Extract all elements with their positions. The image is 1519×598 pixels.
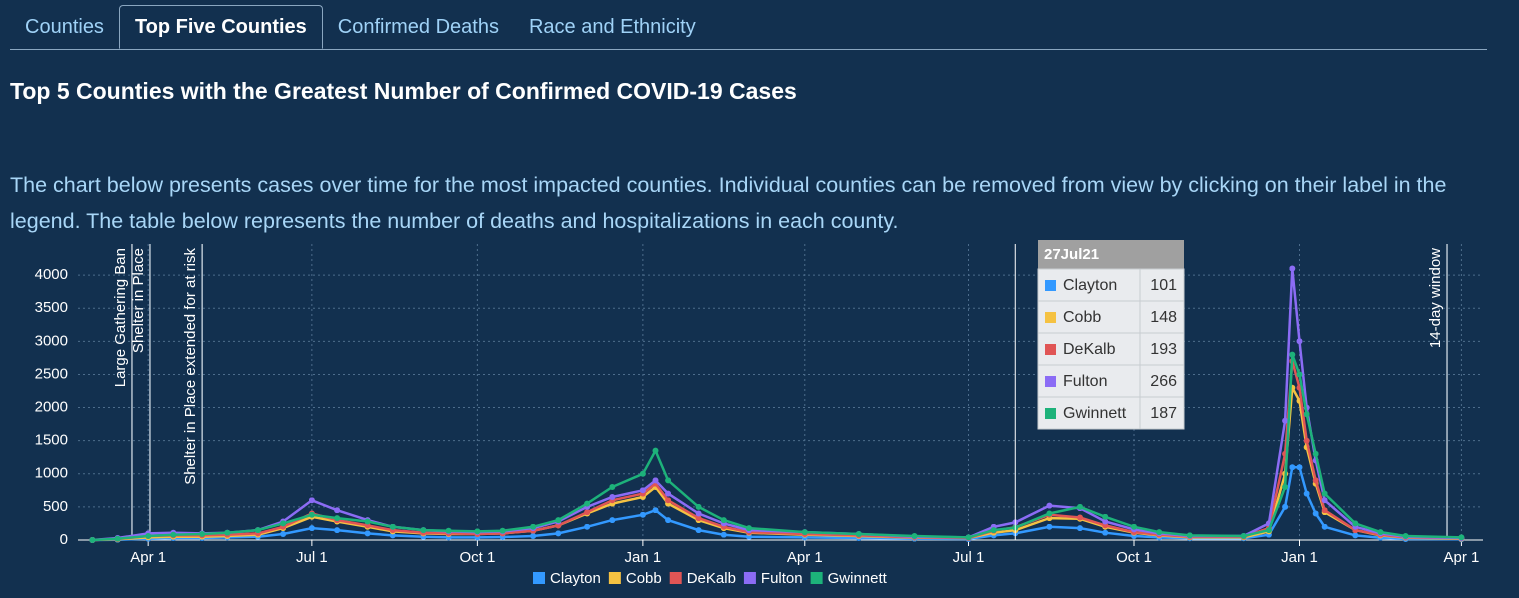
legend-item[interactable]: Cobb xyxy=(608,570,662,587)
legend-label: Gwinnett xyxy=(828,570,888,587)
series-line xyxy=(89,383,1465,543)
tooltip-swatch xyxy=(1045,408,1056,419)
legend-label: Cobb xyxy=(626,570,662,587)
legend-item[interactable]: DeKalb xyxy=(669,570,736,587)
y-tick-label: 1500 xyxy=(35,432,68,449)
annotation-label: 14-day window xyxy=(1427,248,1444,348)
legend-item[interactable]: Gwinnett xyxy=(810,570,888,587)
tooltip-value: 148 xyxy=(1150,309,1177,326)
series-line xyxy=(89,265,1465,543)
x-tick-label: Jan 1 xyxy=(1281,549,1318,566)
tooltip-swatch xyxy=(1045,280,1056,291)
x-tick-label: Apr 1 xyxy=(1443,549,1479,566)
heading: Top 5 Counties with the Greatest Number … xyxy=(10,78,797,104)
tab[interactable]: Counties xyxy=(25,16,104,38)
legend-swatch xyxy=(743,572,756,584)
description: The chart below presents cases over time… xyxy=(10,173,1447,233)
annotation-label: Shelter in Place extended for at risk xyxy=(182,248,199,485)
legend-swatch xyxy=(810,572,823,584)
tooltip-swatch xyxy=(1045,344,1056,355)
legend-swatch xyxy=(533,572,545,584)
tooltip-name: DeKalb xyxy=(1063,341,1116,358)
series-line xyxy=(89,351,1465,543)
tooltip-swatch xyxy=(1045,312,1056,323)
tooltip-value: 266 xyxy=(1150,373,1177,390)
annotation-label: Shelter in Place xyxy=(130,248,147,353)
tooltip-name: Clayton xyxy=(1063,277,1117,294)
tooltip-name: Cobb xyxy=(1063,309,1101,326)
y-tick-label: 3000 xyxy=(35,332,68,349)
tooltip-swatch xyxy=(1045,376,1056,387)
y-tick-label: 2000 xyxy=(35,399,68,416)
y-tick-label: 2500 xyxy=(35,365,68,382)
x-tick-label: Apr 1 xyxy=(787,549,823,566)
x-tick-label: Oct 1 xyxy=(459,549,495,566)
tooltip-name: Gwinnett xyxy=(1063,405,1127,422)
legend-label: DeKalb xyxy=(687,570,736,587)
tooltip-value: 187 xyxy=(1150,405,1177,422)
tooltip-value: 193 xyxy=(1150,341,1177,358)
series-line xyxy=(89,358,1465,543)
tooltip-header xyxy=(1038,240,1184,269)
y-tick-label: 3500 xyxy=(35,299,68,316)
tooltip-row xyxy=(1037,396,1185,430)
legend-swatch xyxy=(669,572,682,584)
x-tick-label: Jul 1 xyxy=(953,549,985,566)
tab[interactable]: Confirmed Deaths xyxy=(337,16,499,38)
y-tick-label: 0 xyxy=(60,531,68,548)
y-tick-label: 500 xyxy=(43,498,68,515)
annotation-label: Large Gathering Ban xyxy=(112,248,129,387)
tab[interactable]: Race and Ethnicity xyxy=(528,16,696,38)
x-tick-label: Apr 1 xyxy=(130,549,166,566)
tooltip-date: 27Jul21 xyxy=(1044,246,1099,263)
x-tick-label: Oct 1 xyxy=(1116,549,1152,566)
tab-bar: Counties Top Five Counties Confirmed Death… xyxy=(10,5,1487,50)
chart: 0 500 1000 1500 2000 2500 3000 3500 4000 Apr 1 Jul… xyxy=(35,240,1483,587)
x-tick-label: Jan 1 xyxy=(625,549,662,566)
tooltip-row xyxy=(1037,300,1185,334)
tooltip-name: Fulton xyxy=(1063,373,1107,390)
tab[interactable]: Top Five Counties xyxy=(118,5,323,49)
legend-label: Clayton xyxy=(550,570,601,587)
x-tick-label: Jul 1 xyxy=(296,549,328,566)
legend-label: Fulton xyxy=(761,570,803,587)
y-tick-label: 4000 xyxy=(35,266,68,283)
legend-swatch xyxy=(608,572,621,584)
legend-item[interactable]: Clayton xyxy=(533,570,601,587)
tooltip-row xyxy=(1037,364,1185,398)
legend-item[interactable]: Fulton xyxy=(743,570,803,587)
tooltip-value: 101 xyxy=(1150,277,1177,294)
y-tick-label: 1000 xyxy=(35,465,68,482)
